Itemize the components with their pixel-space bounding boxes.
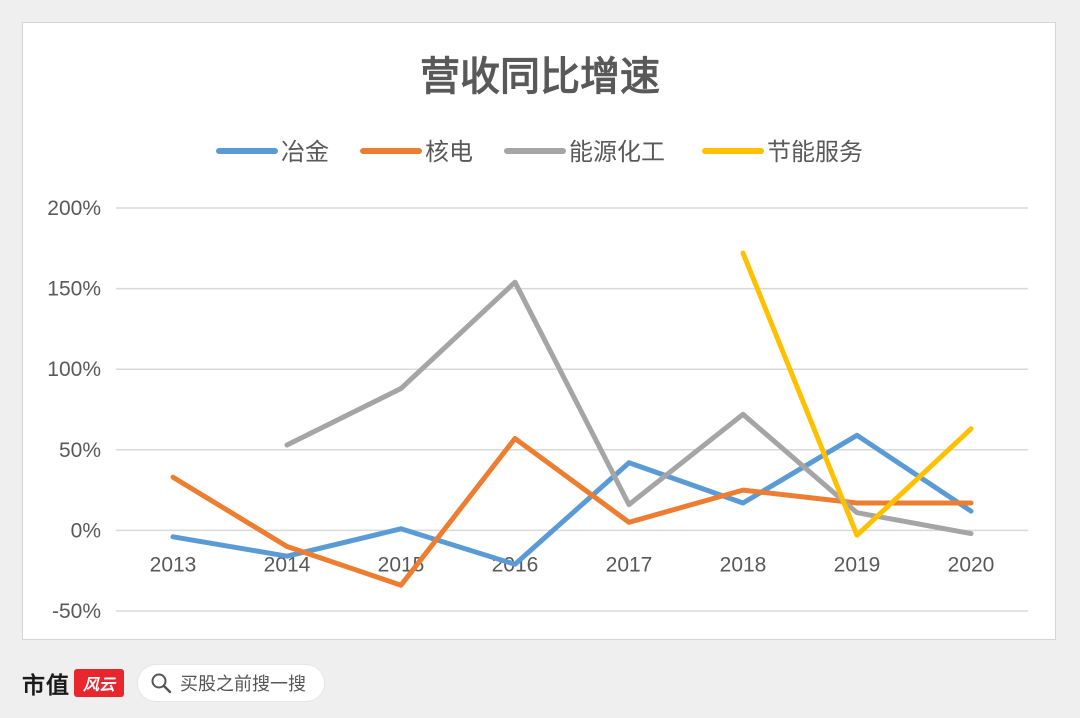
series-layer xyxy=(170,250,974,588)
series-line xyxy=(284,279,974,537)
x-axis-ticks: 2013 2014 2015 2016 2017 2018 2019 2020 xyxy=(150,553,995,576)
y-tick-label: 150% xyxy=(47,278,101,301)
y-tick-label: 0% xyxy=(71,519,101,542)
series-line xyxy=(740,250,974,538)
search-box[interactable]: 买股之前搜一搜 xyxy=(138,665,324,701)
y-tick-label: -50% xyxy=(52,600,101,623)
legend-label: 能源化工 xyxy=(569,138,665,166)
x-tick-label: 2017 xyxy=(606,553,653,576)
x-tick-label: 2019 xyxy=(834,553,881,576)
footer-bar: 市值 风云 买股之前搜一搜 xyxy=(22,660,324,706)
legend: 冶金 核电 能源化工 节能服务 xyxy=(216,138,863,166)
legend-label: 冶金 xyxy=(281,138,329,166)
brand-logo: 风云 xyxy=(74,669,124,697)
y-tick-label: 200% xyxy=(47,197,101,220)
series-line xyxy=(170,436,974,588)
x-tick-label: 2018 xyxy=(720,553,767,576)
chart-svg: 营收同比增速 冶金 核电 能源化工 节能服务 200% 150% 100% 50% 0% -50… xyxy=(47,54,1028,623)
x-tick-label: 2013 xyxy=(150,553,197,576)
legend-label: 核电 xyxy=(425,138,473,166)
brand-name: 市值 xyxy=(22,673,70,699)
series-line xyxy=(170,432,974,567)
x-tick-label: 2020 xyxy=(948,553,995,576)
y-tick-label: 50% xyxy=(59,439,101,462)
legend-label: 节能服务 xyxy=(767,138,863,166)
chart-card: 营收同比增速 冶金 核电 能源化工 节能服务 200% 150% 100% 50% 0% -50… xyxy=(22,22,1056,640)
search-placeholder: 买股之前搜一搜 xyxy=(180,674,306,695)
x-tick-label: 2014 xyxy=(264,553,311,576)
y-tick-label: 100% xyxy=(47,358,101,381)
chart-title: 营收同比增速 xyxy=(420,54,660,100)
grid-layer xyxy=(116,207,1028,612)
y-axis-ticks: 200% 150% 100% 50% 0% -50% xyxy=(47,197,101,623)
search-icon xyxy=(151,673,172,694)
